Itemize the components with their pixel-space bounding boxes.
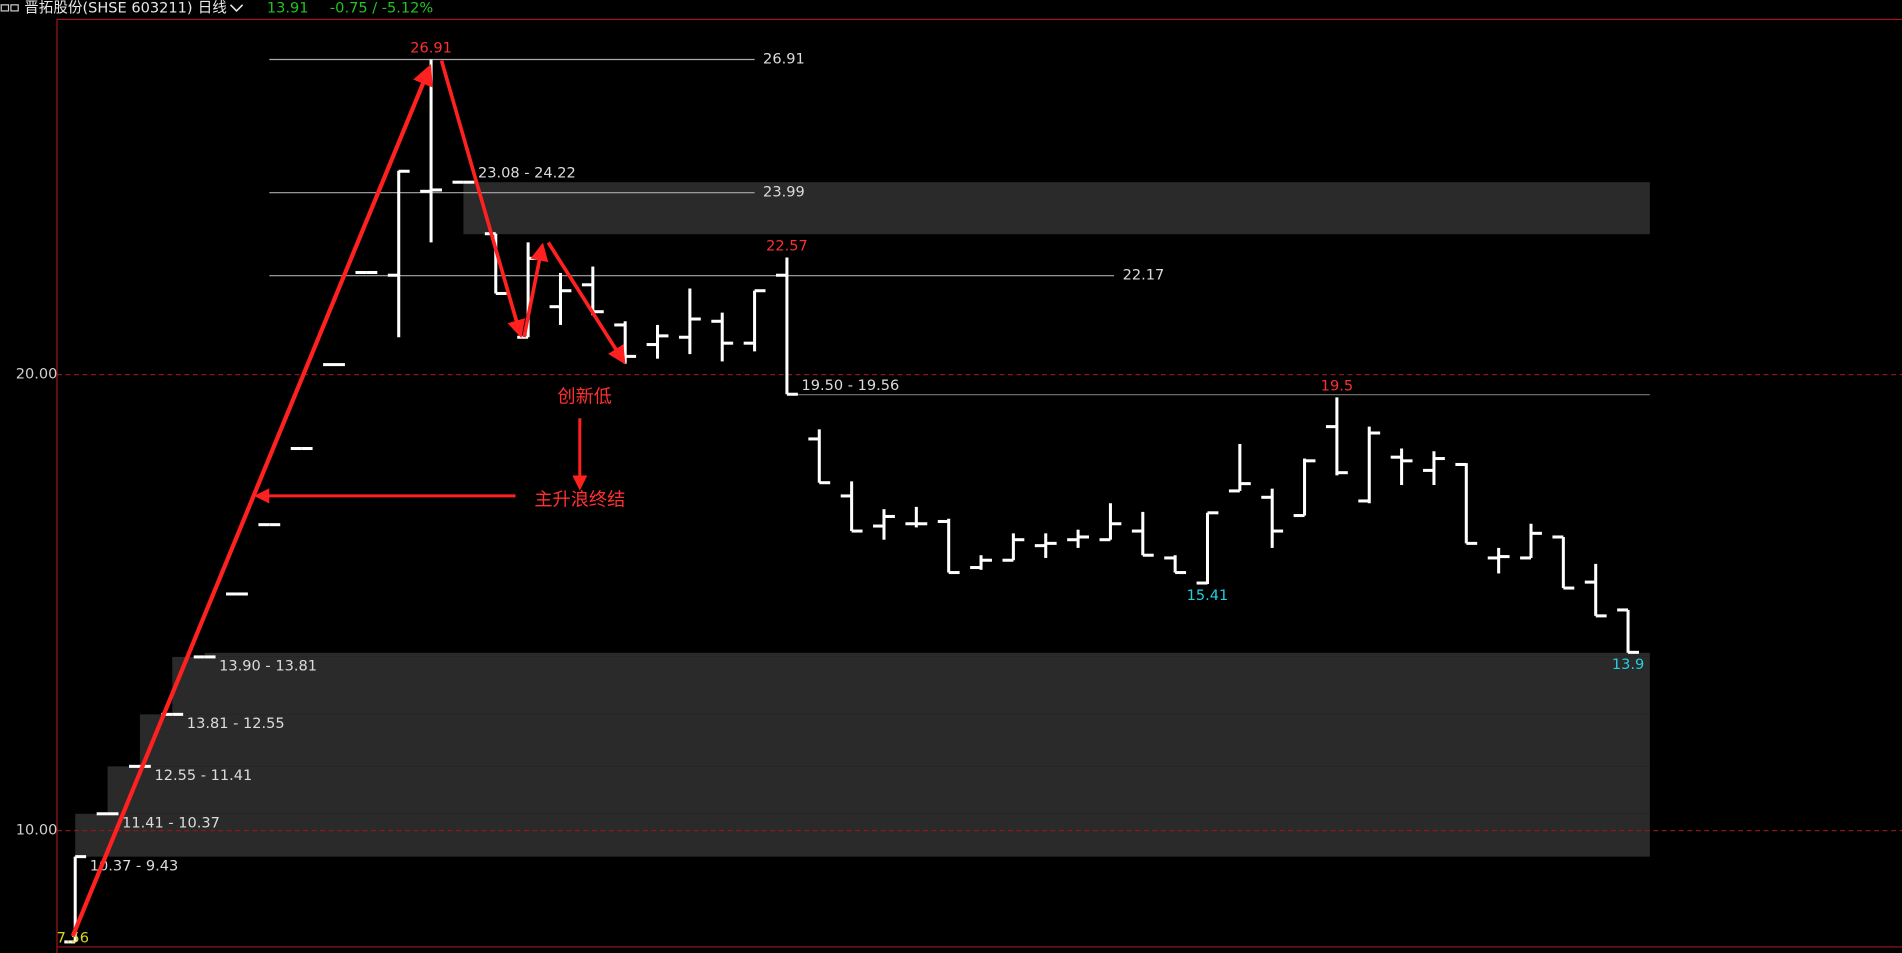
zone-label: 10.37 - 9.43 [90,857,179,874]
arrow [70,63,433,937]
value-label: 15.41 [1187,587,1229,604]
value-label: 13.9 [1612,656,1644,673]
gap-zone [139,714,1650,767]
annotation: 主升浪终结 [534,490,625,511]
level-label: 26.91 [763,51,805,68]
zone-label: 19.50 - 19.56 [801,377,899,394]
value-label: 22.57 [766,238,808,255]
y-tick-label: 20.00 [16,366,58,383]
value-label: 19.5 [1321,378,1353,395]
gap-zone [75,813,1650,857]
zone-label: 13.81 - 12.55 [187,715,285,732]
period[interactable]: 日线 [198,0,227,16]
arrows [70,60,626,937]
stock-name[interactable]: 晋拓股份(SHSE 603211) [24,0,192,16]
value-label: 26.91 [410,40,452,57]
plot: 10.37 - 9.43 11.41 - 10.37 12.55 - 11.41 13… [16,40,1902,946]
dropdown-arrow[interactable] [229,4,244,13]
price: 13.91 [267,0,309,16]
zone-label: 13.90 - 13.81 [219,658,317,675]
level-label: 23.99 [763,184,805,201]
zone-label: 23.08 - 24.22 [478,165,576,182]
gap-zone [204,652,1650,657]
level-label: 22.17 [1123,267,1165,284]
value-label: 7.56 [57,929,89,946]
y-tick-label: 10.00 [16,822,58,839]
gap-zone [107,766,1650,814]
icon [10,4,19,12]
change: -0.75 / -5.12% [330,0,433,16]
annotation: 创新低 [557,387,612,408]
gap-zone [463,182,1650,235]
zone-label: 12.55 - 11.41 [154,767,252,784]
header: 晋拓股份(SHSE 603211) 日线 13.91 -0.75 / -5.12… [0,0,433,16]
arrow [522,242,549,338]
zone-label: 11.41 - 10.37 [122,814,220,831]
arrow [439,60,526,339]
icon [0,4,10,12]
arrow [546,241,626,365]
gap-zone [172,656,1650,715]
